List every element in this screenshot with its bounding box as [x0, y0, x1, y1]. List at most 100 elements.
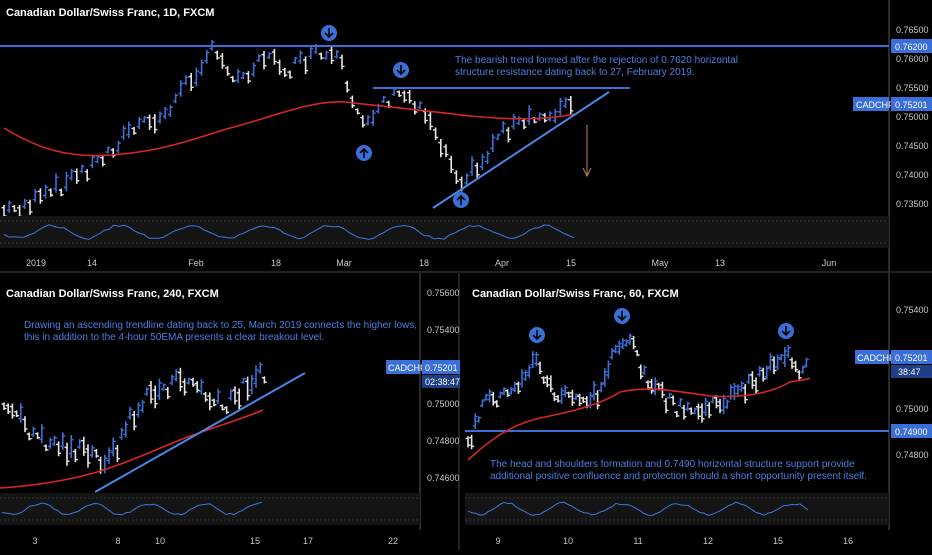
- ohlc-bar: [483, 393, 489, 401]
- ohlc-bar: [438, 138, 444, 158]
- h4-candles: [1, 362, 267, 474]
- ohlc-bar: [256, 54, 262, 63]
- ohlc-bar: [6, 200, 12, 213]
- ohlc-bar: [115, 140, 121, 154]
- h4-oscillator-line[interactable]: [1, 502, 263, 516]
- daily-ema-line[interactable]: [3, 101, 576, 157]
- ohlc-bar: [355, 108, 361, 115]
- ohlc-bar: [541, 376, 547, 384]
- ohlc-bar: [474, 162, 480, 178]
- ohlc-bar: [479, 153, 485, 171]
- ohlc-bar: [141, 116, 147, 123]
- ohlc-bar: [211, 398, 217, 407]
- ohlc-bar: [169, 374, 175, 386]
- y-tick-label: 0.75000: [427, 399, 460, 409]
- ohlc-bar: [609, 348, 615, 360]
- ohlc-bar: [14, 410, 20, 418]
- ohlc-bar: [465, 436, 471, 448]
- ohlc-bar: [515, 381, 521, 394]
- h4-ema-line[interactable]: [0, 409, 264, 489]
- ohlc-bar: [60, 432, 66, 450]
- daily-plot-bg: [0, 0, 889, 250]
- ohlc-bar: [292, 56, 298, 64]
- ohlc-bar: [37, 188, 43, 204]
- h1-countdown-badge: [891, 365, 932, 378]
- ohlc-bar: [742, 384, 748, 404]
- ohlc-bar: [323, 50, 329, 60]
- ohlc-bar: [476, 416, 482, 423]
- ohlc-bar: [162, 106, 168, 120]
- ohlc-bar: [11, 205, 17, 213]
- h4-trendline[interactable]: [94, 372, 306, 493]
- ohlc-bar: [537, 112, 543, 121]
- ohlc-bar: [519, 369, 525, 388]
- ohlc-bar: [753, 377, 759, 395]
- ohlc-bar: [199, 59, 205, 76]
- ohlc-bar: [219, 404, 225, 411]
- ohlc-bar: [703, 397, 709, 417]
- ohlc-bar: [22, 416, 28, 433]
- ohlc-bar: [464, 173, 470, 186]
- ohlc-bar: [602, 368, 608, 387]
- ohlc-bar: [728, 384, 734, 400]
- ohlc-bar: [261, 376, 267, 384]
- ohlc-bar: [500, 121, 506, 134]
- ohlc-bar: [105, 146, 111, 154]
- ohlc-bar: [72, 448, 78, 463]
- h1-oscillator-line[interactable]: [467, 501, 809, 517]
- daily-trendline[interactable]: [432, 91, 610, 209]
- x-tick-label: 18: [419, 258, 429, 268]
- h4-annotation-line2: this in addition to the 4-hour 50EMA pre…: [24, 332, 324, 343]
- ohlc-bar: [793, 360, 799, 372]
- ohlc-bar: [505, 127, 511, 143]
- daily-oscillator-line[interactable]: [3, 224, 575, 240]
- ohlc-bar: [282, 67, 288, 77]
- y-tick-label: 0.74000: [896, 170, 929, 180]
- ohlc-bar: [634, 350, 640, 357]
- ohlc-bar: [667, 392, 673, 399]
- ohlc-bar: [559, 387, 565, 404]
- ohlc-bar: [9, 403, 15, 419]
- ohlc-bar: [487, 389, 493, 403]
- ohlc-bar: [140, 399, 146, 413]
- h1-countdown-label: 38:47: [898, 367, 921, 377]
- h4-price-badge: [422, 360, 460, 374]
- h4-chart[interactable]: Canadian Dollar/Swiss Franc, 240, FXCM 0…: [0, 273, 460, 550]
- x-tick-label: Apr: [495, 258, 509, 268]
- y-tick-label: 0.75400: [896, 305, 929, 315]
- ohlc-bar: [1, 402, 7, 410]
- ohlc-bar: [548, 375, 554, 393]
- ohlc-bar: [645, 380, 651, 390]
- ohlc-bar: [114, 445, 120, 462]
- h1-title: Canadian Dollar/Swiss Franc, 60, FXCM: [472, 288, 679, 300]
- ohlc-bar: [551, 392, 557, 402]
- ohlc-bar: [173, 93, 179, 104]
- x-tick-label: Feb: [188, 258, 204, 268]
- ohlc-bar: [152, 385, 158, 409]
- ohlc-bar: [685, 401, 691, 412]
- ohlc-bar: [577, 393, 583, 406]
- ohlc-bar: [240, 377, 246, 384]
- ohlc-bar: [89, 445, 95, 458]
- x-tick-label: 14: [87, 258, 97, 268]
- ohlc-bar: [183, 75, 189, 86]
- h4-annotation-line1: Drawing an ascending trendline dating ba…: [24, 320, 417, 331]
- ohlc-bar: [69, 168, 75, 181]
- ohlc-bar: [591, 380, 597, 401]
- ohlc-bar: [370, 109, 376, 126]
- ohlc-bar: [228, 389, 234, 401]
- ohlc-bar: [126, 121, 132, 139]
- ohlc-bar: [508, 387, 514, 395]
- ohlc-bar: [427, 111, 433, 131]
- daily-price-label: 0.75201: [895, 100, 928, 110]
- ohlc-bar: [22, 198, 28, 209]
- ohlc-bar: [485, 150, 491, 165]
- daily-chart[interactable]: Canadian Dollar/Swiss Franc, 1D, FXCM 0.…: [0, 0, 932, 273]
- ohlc-bar: [64, 442, 70, 466]
- ohlc-bar: [26, 432, 32, 441]
- y-tick-label: 0.76500: [896, 25, 929, 35]
- ohlc-bar: [81, 436, 87, 456]
- h1-chart[interactable]: Canadian Dollar/Swiss Franc, 60, FXCM 0.…: [465, 273, 932, 546]
- h1-ema-line[interactable]: [467, 377, 811, 461]
